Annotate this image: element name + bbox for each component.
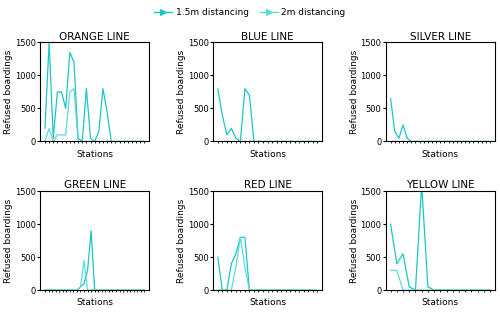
Y-axis label: Refused boardings: Refused boardings: [4, 199, 14, 283]
Title: RED LINE: RED LINE: [244, 180, 292, 190]
X-axis label: Stations: Stations: [76, 298, 113, 307]
Y-axis label: Refused boardings: Refused boardings: [178, 199, 186, 283]
Title: GREEN LINE: GREEN LINE: [64, 180, 126, 190]
Title: SILVER LINE: SILVER LINE: [410, 32, 471, 42]
X-axis label: Stations: Stations: [76, 150, 113, 159]
X-axis label: Stations: Stations: [249, 150, 286, 159]
X-axis label: Stations: Stations: [422, 298, 459, 307]
Title: YELLOW LINE: YELLOW LINE: [406, 180, 474, 190]
Legend: 1.5m distancing, 2m distancing: 1.5m distancing, 2m distancing: [150, 5, 350, 21]
Title: BLUE LINE: BLUE LINE: [241, 32, 294, 42]
Y-axis label: Refused boardings: Refused boardings: [350, 199, 359, 283]
X-axis label: Stations: Stations: [249, 298, 286, 307]
Y-axis label: Refused boardings: Refused boardings: [4, 50, 14, 134]
Y-axis label: Refused boardings: Refused boardings: [178, 50, 186, 134]
Title: ORANGE LINE: ORANGE LINE: [60, 32, 130, 42]
X-axis label: Stations: Stations: [422, 150, 459, 159]
Y-axis label: Refused boardings: Refused boardings: [350, 50, 359, 134]
